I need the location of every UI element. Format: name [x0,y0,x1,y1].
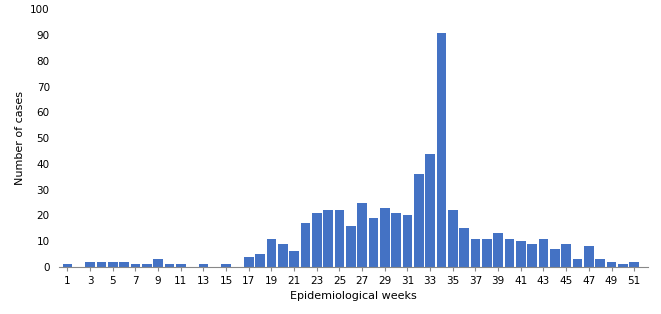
Bar [255,254,265,267]
Bar [618,264,628,267]
Bar [63,264,72,267]
Bar [312,213,322,267]
Bar [278,244,288,267]
Bar [471,239,481,267]
Bar [97,262,106,267]
Bar [198,264,208,267]
Bar [505,239,514,267]
Bar [165,264,175,267]
Bar [153,259,163,267]
Bar [596,259,605,267]
Bar [334,210,344,267]
Bar [142,264,151,267]
Bar [358,203,367,267]
Bar [561,244,571,267]
Bar [584,246,594,267]
Bar [403,215,412,267]
Bar [550,249,560,267]
Bar [482,239,492,267]
Bar [448,210,457,267]
Bar [527,244,537,267]
Bar [607,262,616,267]
Bar [516,241,525,267]
Bar [346,226,356,267]
Bar [221,264,231,267]
X-axis label: Epidemiological weeks: Epidemiological weeks [290,291,417,301]
Bar [266,239,276,267]
Bar [414,174,424,267]
Bar [572,259,582,267]
Bar [425,154,435,267]
Bar [176,264,186,267]
Bar [369,218,378,267]
Bar [244,257,254,267]
Bar [493,233,503,267]
Bar [459,228,469,267]
Bar [323,210,333,267]
Bar [85,262,95,267]
Bar [539,239,549,267]
Bar [437,33,446,267]
Bar [108,262,118,267]
Bar [629,262,639,267]
Bar [380,208,389,267]
Bar [391,213,401,267]
Bar [290,252,299,267]
Bar [131,264,140,267]
Y-axis label: Number of cases: Number of cases [15,91,24,185]
Bar [301,223,310,267]
Bar [119,262,129,267]
